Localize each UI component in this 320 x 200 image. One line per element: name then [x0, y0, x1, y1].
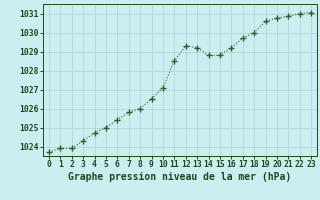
X-axis label: Graphe pression niveau de la mer (hPa): Graphe pression niveau de la mer (hPa) [68, 172, 292, 182]
